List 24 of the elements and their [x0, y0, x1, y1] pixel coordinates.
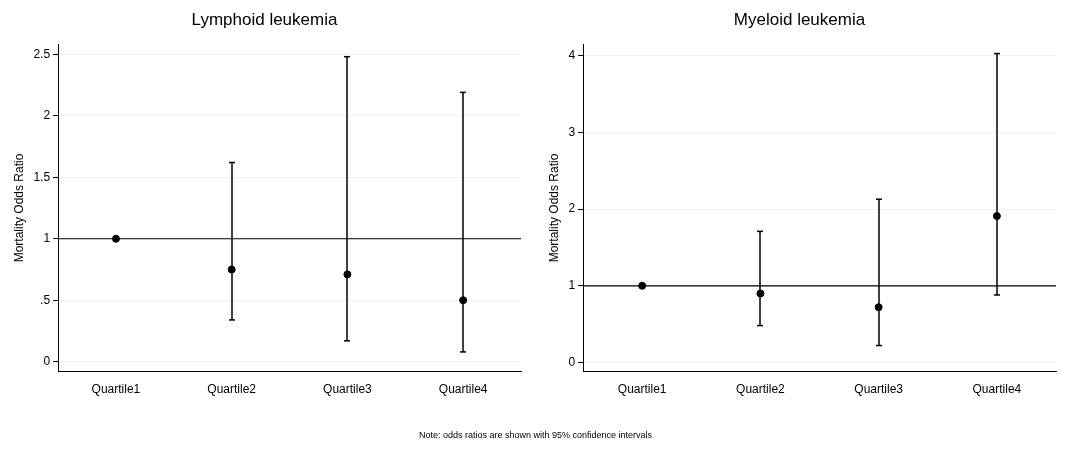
y-axis-title: Mortality Odds Ratio [546, 153, 561, 263]
x-tick-label: Quartile4 [972, 382, 1022, 397]
y-tick-label: 1 [43, 231, 51, 246]
text: Note: odds ratios are shown with 95% confidence intervals [417, 430, 654, 440]
y-tick-label: 3 [568, 124, 576, 139]
y-tick-label: 0 [43, 354, 51, 369]
chart-title: Lymphoid leukemia [191, 9, 338, 29]
y-tick-label: .5 [40, 292, 51, 307]
y-tick-label: 2 [568, 201, 576, 216]
y-tick-label: 1 [568, 278, 576, 293]
x-tick-label: Quartile2 [736, 382, 786, 397]
y-tick-label: 1.5 [33, 169, 51, 184]
x-tick-label: Quartile2 [207, 382, 257, 397]
chart-title: Myeloid leukemia [733, 9, 866, 29]
y-tick-label: 4 [568, 48, 576, 63]
x-tick-label: Quartile1 [91, 382, 141, 397]
y-tick-label: 0 [568, 354, 576, 369]
y-tick-label: 2 [43, 108, 51, 123]
y-tick-label: 2.5 [33, 46, 51, 61]
y-axis-title: Mortality Odds Ratio [11, 153, 26, 263]
x-tick-label: Quartile3 [323, 382, 373, 397]
x-tick-label: Quartile3 [854, 382, 904, 397]
x-tick-label: Quartile4 [438, 382, 488, 397]
x-tick-label: Quartile1 [617, 382, 667, 397]
